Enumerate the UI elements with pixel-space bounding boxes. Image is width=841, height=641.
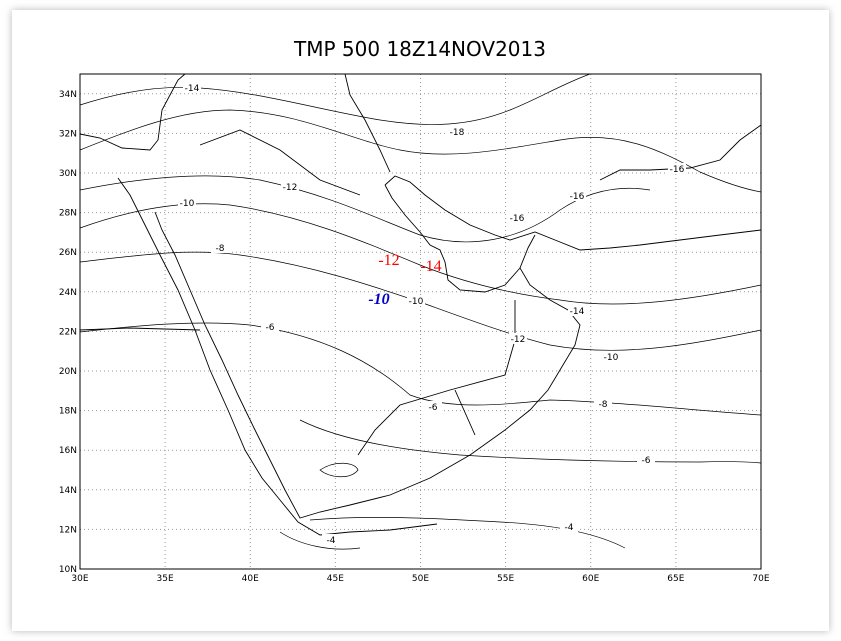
y-tick-label: 28N xyxy=(59,209,77,219)
annotation: -10 xyxy=(368,291,389,308)
border-oman xyxy=(454,389,476,436)
contour-label-bg xyxy=(668,163,686,174)
contour-label: -10 xyxy=(604,353,619,363)
contour-label: -6 xyxy=(642,456,651,466)
contour-label-bg xyxy=(509,333,527,344)
border-saudi xyxy=(199,129,361,196)
contour-label-bg xyxy=(261,321,279,332)
map-title: TMP 500 18Z14NOV2013 xyxy=(293,37,546,61)
x-tick-label: 70E xyxy=(752,574,769,584)
contour-label-bg xyxy=(281,181,299,192)
contour-label-bg xyxy=(211,242,229,253)
contour-label-bg xyxy=(568,190,586,201)
contour-label: -14 xyxy=(185,84,200,94)
contour-label: -18 xyxy=(450,128,465,138)
contour-label: -16 xyxy=(670,165,685,175)
y-tick-label: 10N xyxy=(59,565,77,575)
y-tick-label: 14N xyxy=(59,486,77,496)
contour-label-bg xyxy=(407,295,425,306)
contour xyxy=(79,109,762,193)
plot-border xyxy=(79,73,762,570)
contour-label-bg xyxy=(594,398,612,409)
contour-label-bg xyxy=(178,197,196,208)
contour-label: -16 xyxy=(510,214,525,224)
contour-label-bg xyxy=(183,82,201,93)
coast-levant xyxy=(79,73,186,151)
frame xyxy=(12,10,829,631)
contour-label: -14 xyxy=(570,307,585,317)
coast-africa xyxy=(117,177,438,536)
coast-arabia xyxy=(154,211,581,519)
y-tick-label: 24N xyxy=(59,288,77,298)
x-tick-label: 50E xyxy=(412,574,429,584)
x-tick-label: 30E xyxy=(71,574,88,584)
x-tick-label: 35E xyxy=(157,574,174,584)
y-tick-label: 30N xyxy=(59,169,77,179)
contour-label: -8 xyxy=(216,244,225,254)
contour-label-bg xyxy=(424,401,442,412)
contour xyxy=(279,531,361,550)
y-tick-label: 12N xyxy=(59,525,77,535)
coastlines xyxy=(79,73,762,536)
contour-label-bg xyxy=(448,126,466,137)
contour-label: -12 xyxy=(511,335,526,345)
x-tick-label: 60E xyxy=(582,574,599,584)
coast-iran xyxy=(384,175,762,251)
contour-label: -8 xyxy=(599,400,608,410)
contour xyxy=(309,517,626,549)
contour xyxy=(319,462,359,478)
y-tick-label: 20N xyxy=(59,367,77,377)
y-tick-label: 16N xyxy=(59,446,77,456)
coast-north xyxy=(599,124,762,181)
contour-label: -10 xyxy=(409,297,424,307)
y-tick-label: 26N xyxy=(59,248,77,258)
x-tick-label: 40E xyxy=(242,574,259,584)
y-tick-label: 18N xyxy=(59,407,77,417)
contour xyxy=(79,73,591,125)
contour-label-bg xyxy=(637,454,655,465)
contour xyxy=(79,175,651,243)
border-egypt xyxy=(79,327,201,331)
contour-label-bg xyxy=(322,534,340,545)
contour-label-bg xyxy=(568,305,586,316)
annotation: -12 xyxy=(378,252,399,269)
contour-label: -10 xyxy=(180,199,195,209)
contour-label-bg xyxy=(560,521,578,532)
contour-label: -6 xyxy=(429,403,438,413)
x-tick-label: 55E xyxy=(497,574,514,584)
contour-label: -12 xyxy=(283,183,298,193)
y-tick-label: 32N xyxy=(59,129,77,139)
border-iraq xyxy=(344,73,391,173)
coast-gulf xyxy=(384,184,521,293)
contour-label: -4 xyxy=(565,523,574,533)
contour-label: -6 xyxy=(266,323,275,333)
contour-label-bg xyxy=(508,212,526,223)
annotation: -14 xyxy=(420,258,441,275)
x-tick-label: 45E xyxy=(327,574,344,584)
contour-label-bg xyxy=(602,351,620,362)
y-tick-label: 34N xyxy=(59,90,77,100)
contour xyxy=(79,322,762,416)
x-tick-label: 65E xyxy=(667,574,684,584)
contour-label: -4 xyxy=(327,536,336,546)
contour xyxy=(299,419,762,464)
y-tick-label: 22N xyxy=(59,327,77,337)
contour-label: -16 xyxy=(570,192,585,202)
